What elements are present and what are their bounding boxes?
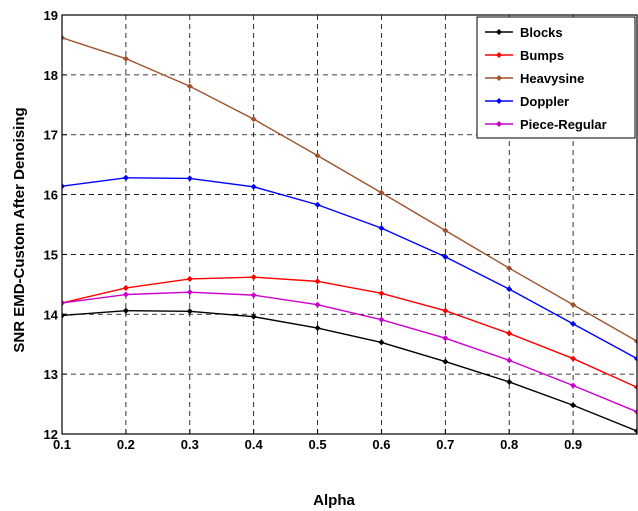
data-point-piece-regular xyxy=(250,292,257,299)
data-point-heavysine xyxy=(186,83,193,90)
data-point-doppler xyxy=(442,253,449,260)
y-tick-label: 18 xyxy=(44,68,58,83)
data-point-doppler xyxy=(506,286,513,293)
plot-frame xyxy=(61,14,638,435)
data-point-bumps xyxy=(122,284,129,291)
legend-label-piece-regular: Piece-Regular xyxy=(520,117,607,132)
data-point-heavysine xyxy=(634,338,637,345)
data-point-piece-regular xyxy=(314,301,321,308)
data-point-heavysine xyxy=(314,152,321,159)
y-tick-label: 19 xyxy=(44,8,58,23)
data-point-heavysine xyxy=(62,34,65,41)
data-point-blocks xyxy=(570,402,577,409)
data-point-bumps xyxy=(506,330,513,337)
data-point-heavysine xyxy=(122,55,129,62)
legend: Blocks Bumps Heavysine Doppler Piece-Regular xyxy=(476,16,636,139)
data-point-doppler xyxy=(186,175,193,182)
legend-label-bumps: Bumps xyxy=(520,48,564,63)
data-point-heavysine xyxy=(378,189,385,196)
x-tick-label: 0.6 xyxy=(372,437,390,452)
data-point-piece-regular xyxy=(62,299,65,306)
data-point-piece-regular xyxy=(186,289,193,296)
data-point-piece-regular xyxy=(634,408,637,415)
data-point-piece-regular xyxy=(570,382,577,389)
data-point-bumps xyxy=(442,307,449,314)
data-point-blocks xyxy=(186,308,193,315)
data-point-heavysine xyxy=(442,227,449,234)
data-point-bumps xyxy=(250,274,257,281)
data-point-blocks xyxy=(122,307,129,314)
y-axis-ticks: 12 13 14 15 16 17 18 19 xyxy=(44,8,67,442)
data-point-piece-regular xyxy=(378,316,385,323)
series-line-doppler xyxy=(62,177,637,360)
y-tick-label: 17 xyxy=(44,128,58,143)
data-point-doppler xyxy=(314,201,321,208)
y-tick-label: 15 xyxy=(44,247,58,262)
grid-lines xyxy=(62,15,637,434)
data-point-doppler xyxy=(122,174,129,181)
x-tick-label: 0.4 xyxy=(245,437,264,452)
data-point-blocks xyxy=(506,378,513,385)
data-point-bumps xyxy=(378,290,385,297)
legend-label-doppler: Doppler xyxy=(520,94,569,109)
data-point-doppler xyxy=(634,355,637,362)
data-point-blocks xyxy=(442,358,449,365)
x-tick-label: 0.3 xyxy=(181,437,199,452)
legend-marker-doppler xyxy=(496,98,502,104)
legend-label-blocks: Blocks xyxy=(520,25,563,40)
legend-marker-heavysine xyxy=(496,75,502,81)
legend-marker-blocks xyxy=(496,29,502,35)
data-point-bumps xyxy=(314,278,321,285)
x-tick-label: 0.5 xyxy=(309,437,327,452)
x-axis-ticks: 0.1 0.2 0.3 0.4 0.5 0.6 0.7 0.8 0.9 xyxy=(53,429,582,452)
data-point-doppler xyxy=(570,320,577,327)
y-tick-label: 16 xyxy=(44,188,58,203)
data-point-piece-regular xyxy=(442,335,449,342)
series-line-bumps xyxy=(62,276,637,388)
data-point-blocks xyxy=(634,428,637,434)
data-point-heavysine xyxy=(506,265,513,272)
data-point-doppler xyxy=(62,183,65,190)
x-tick-label: 0.2 xyxy=(117,437,135,452)
legend-marker-piece-regular xyxy=(496,121,502,127)
data-point-blocks xyxy=(250,313,257,320)
y-tick-label: 14 xyxy=(44,307,59,322)
data-point-piece-regular xyxy=(506,357,513,364)
x-tick-label: 0.7 xyxy=(436,437,454,452)
y-tick-label: 12 xyxy=(44,427,58,442)
x-tick-label: 0.9 xyxy=(564,437,582,452)
y-axis-label: SNR EMD-Custom After Denoising xyxy=(11,107,28,352)
data-point-bumps xyxy=(186,275,193,282)
series-layer xyxy=(62,34,637,434)
legend-label-heavysine: Heavysine xyxy=(520,71,584,86)
data-point-heavysine xyxy=(570,301,577,308)
data-point-blocks xyxy=(378,339,385,346)
x-axis-label: Alpha xyxy=(313,492,355,509)
y-tick-label: 13 xyxy=(44,367,58,382)
data-point-heavysine xyxy=(250,116,257,123)
x-tick-label: 0.1 xyxy=(53,437,71,452)
data-point-piece-regular xyxy=(122,291,129,298)
x-tick-label: 0.8 xyxy=(500,437,518,452)
data-point-bumps xyxy=(634,384,637,391)
series-line-blocks xyxy=(62,309,637,432)
data-point-doppler xyxy=(250,183,257,190)
data-point-blocks xyxy=(314,325,321,332)
series-line-heavysine xyxy=(62,37,637,342)
series-line-piece-regular xyxy=(62,291,637,413)
data-point-bumps xyxy=(570,355,577,362)
data-point-doppler xyxy=(378,225,385,232)
legend-marker-bumps xyxy=(496,52,502,58)
